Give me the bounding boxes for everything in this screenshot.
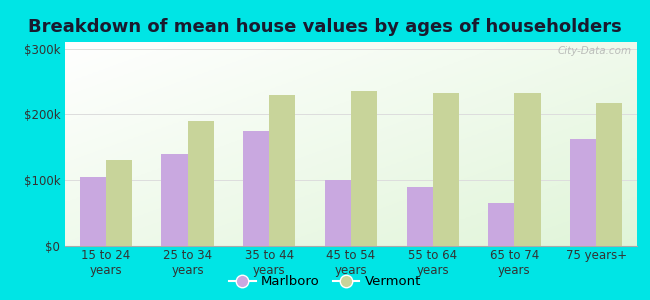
Bar [596, 103, 622, 246]
Bar [269, 94, 296, 246]
Bar [80, 177, 106, 246]
Bar [488, 203, 514, 246]
Bar [514, 93, 541, 246]
Bar [570, 139, 596, 246]
Bar [188, 121, 214, 246]
Text: City-Data.com: City-Data.com [557, 46, 631, 56]
Text: Breakdown of mean house values by ages of householders: Breakdown of mean house values by ages o… [28, 18, 622, 36]
Bar [161, 154, 188, 246]
Bar [325, 180, 351, 246]
Bar [351, 92, 377, 246]
Bar [106, 160, 132, 246]
Bar [243, 131, 269, 246]
Bar [433, 93, 459, 246]
Bar [406, 187, 433, 246]
Legend: Marlboro, Vermont: Marlboro, Vermont [224, 270, 426, 293]
